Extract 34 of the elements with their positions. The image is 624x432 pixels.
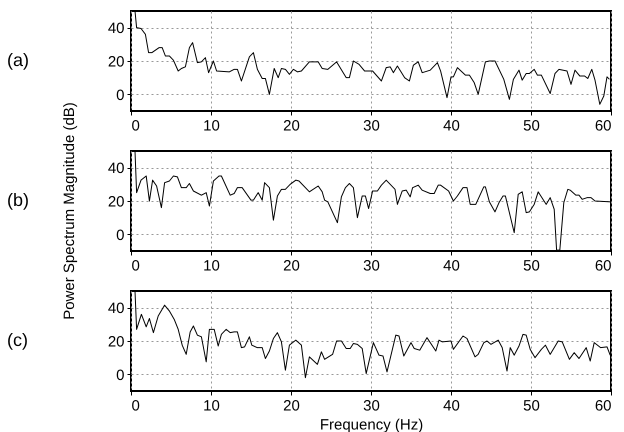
x-tick-label: 20	[283, 258, 300, 274]
y-tick-label: 20	[108, 54, 124, 70]
x-tick-label: 30	[363, 258, 380, 274]
x-tick-label: 10	[203, 258, 220, 274]
y-tick-label: 0	[116, 86, 124, 104]
x-tick-label: 20	[283, 398, 300, 414]
x-tick-label: 40	[443, 258, 460, 274]
x-tick-label: 30	[363, 118, 380, 134]
text: (b)	[7, 190, 29, 210]
x-tick-label: 40	[443, 398, 460, 414]
text: (c)	[7, 330, 28, 350]
x-tick-label: 60	[594, 398, 612, 414]
x-tick-label: 60	[594, 118, 612, 134]
x-tick-label: 50	[523, 118, 540, 134]
x-tick-label: 30	[363, 398, 380, 414]
y-tick-label: 40	[108, 20, 124, 38]
y-tick-label: 40	[108, 160, 124, 178]
x-tick-label: 40	[443, 118, 460, 134]
x-tick-label: 10	[203, 118, 220, 134]
y-tick-label: 20	[108, 194, 124, 210]
text: (a)	[7, 50, 29, 70]
x-tick-label: 60	[594, 258, 612, 274]
y-tick-label: 0	[116, 366, 124, 384]
x-tick-label: 50	[523, 258, 540, 274]
x-tick-label: 20	[283, 118, 300, 134]
x-tick-label: 10	[203, 398, 220, 414]
y-tick-label: 40	[108, 300, 124, 318]
x-tick-label: 0	[132, 118, 140, 134]
x-tick-label: 50	[523, 398, 540, 414]
y-tick-label: 20	[108, 334, 124, 350]
y-tick-label: 0	[116, 226, 124, 244]
x-tick-label: 0	[132, 398, 140, 414]
y-axis-title: Power Spectrum Magnitude (dB)	[61, 102, 78, 320]
x-tick-label: 0	[132, 258, 140, 274]
